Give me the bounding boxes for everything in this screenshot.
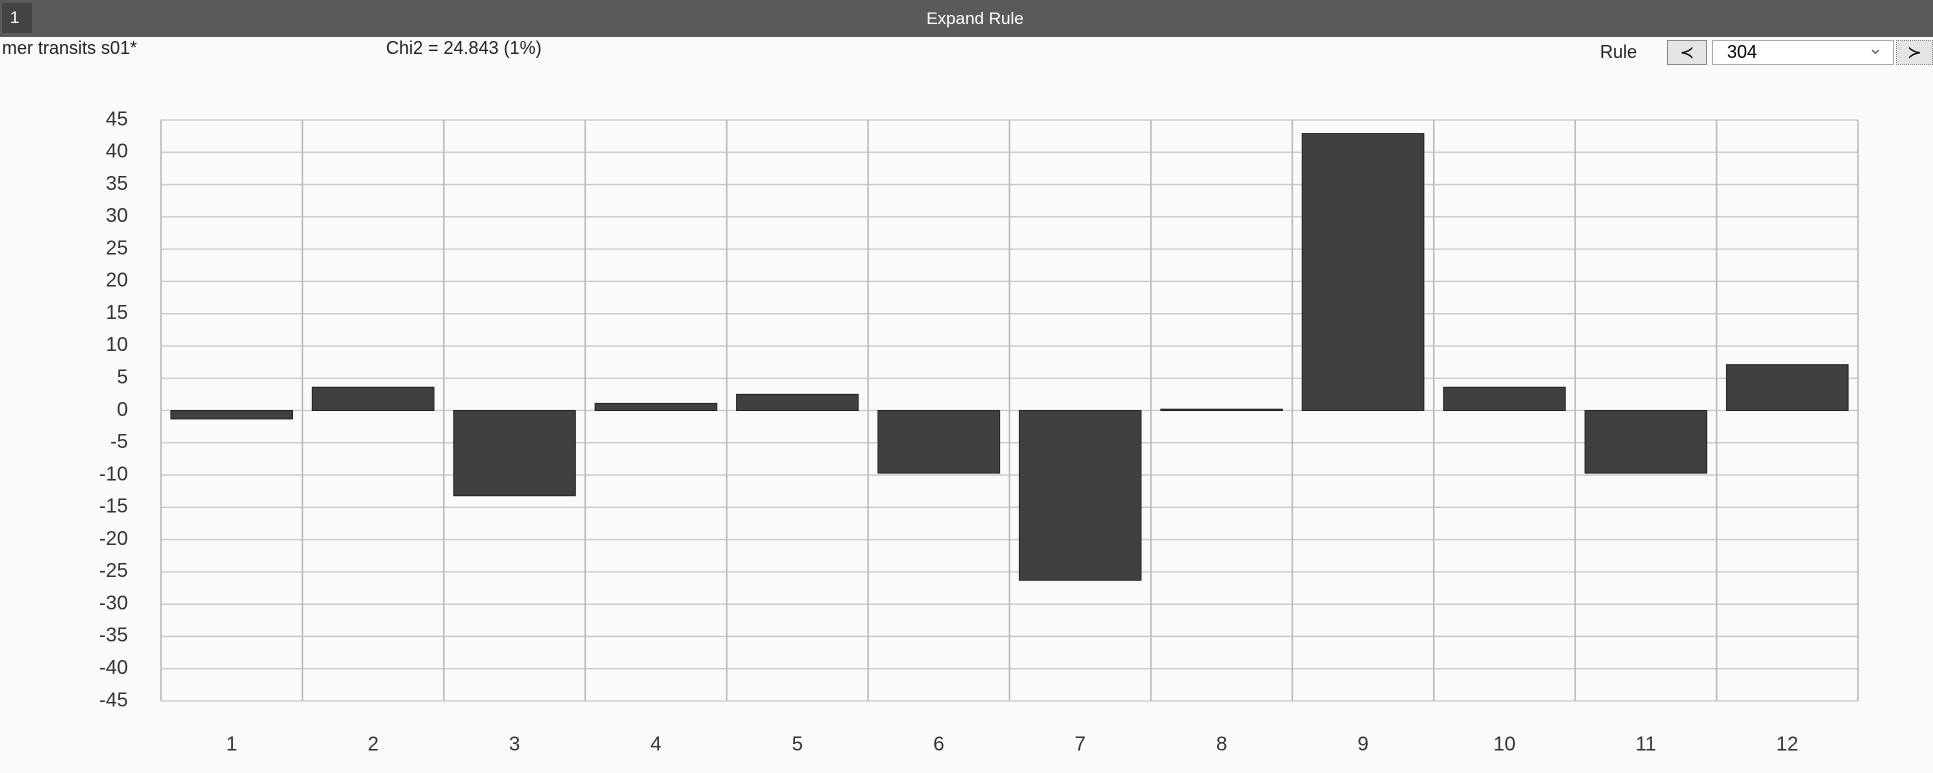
y-tick-label: -30 <box>99 592 128 614</box>
y-tick-label: 30 <box>106 205 128 227</box>
bar <box>1018 410 1142 581</box>
bar <box>1301 133 1425 411</box>
x-tick-label: 11 <box>1635 733 1656 755</box>
y-tick-label: 35 <box>106 173 128 195</box>
title-bar: Expand Rule 1 <box>0 0 1933 37</box>
bar <box>1725 364 1849 412</box>
y-tick-label: -35 <box>99 625 128 647</box>
tab[interactable]: 1 <box>2 3 32 33</box>
x-tick-label: 6 <box>933 733 944 755</box>
y-tick-label: 20 <box>106 270 128 292</box>
y-tick-label: 25 <box>106 237 128 259</box>
y-tick-label: 10 <box>106 334 128 356</box>
x-tick-label: 9 <box>1357 733 1368 755</box>
y-tick-label: 5 <box>117 367 128 389</box>
x-tick-label: 1 <box>226 733 237 755</box>
bar <box>736 393 859 412</box>
y-tick-label: -15 <box>99 496 128 518</box>
y-tick-label: -20 <box>99 528 128 550</box>
bar <box>311 386 435 412</box>
rule-label: Rule <box>1600 42 1638 62</box>
statistic: Chi2 = 24.843 (1%) <box>386 38 542 58</box>
x-tick-label: 8 <box>1216 733 1227 755</box>
bar <box>594 402 718 412</box>
window-title: Expand Rule <box>926 9 1024 28</box>
y-tick-label: 40 <box>106 141 128 163</box>
y-tick-label: 45 <box>106 108 128 130</box>
prev-button[interactable]: ≺ <box>1667 40 1707 65</box>
x-tick-label: 5 <box>792 733 803 755</box>
x-tick-label: 12 <box>1776 733 1798 755</box>
y-tick-label: 15 <box>106 302 128 324</box>
x-tick-label: 2 <box>368 733 379 755</box>
x-tick-label: 4 <box>650 733 661 755</box>
bar <box>453 410 576 497</box>
y-tick-label: -25 <box>99 560 128 582</box>
x-tick-label: 3 <box>509 733 520 755</box>
bar <box>1584 410 1708 474</box>
x-tick-label: 10 <box>1493 733 1515 755</box>
y-tick-label: -10 <box>99 463 128 485</box>
bar <box>170 410 294 420</box>
y-tick-label: -5 <box>110 431 128 453</box>
bar <box>877 410 1001 474</box>
x-tick-label: 7 <box>1075 733 1086 755</box>
rule-name: mer transits s01* <box>2 38 138 58</box>
y-tick-label: -45 <box>99 689 128 711</box>
y-tick-label: 0 <box>117 399 128 421</box>
y-tick-label: -40 <box>99 657 128 679</box>
rule-select[interactable]: 304 <box>1712 37 1894 65</box>
bar <box>1443 386 1566 412</box>
bar <box>1160 408 1283 412</box>
